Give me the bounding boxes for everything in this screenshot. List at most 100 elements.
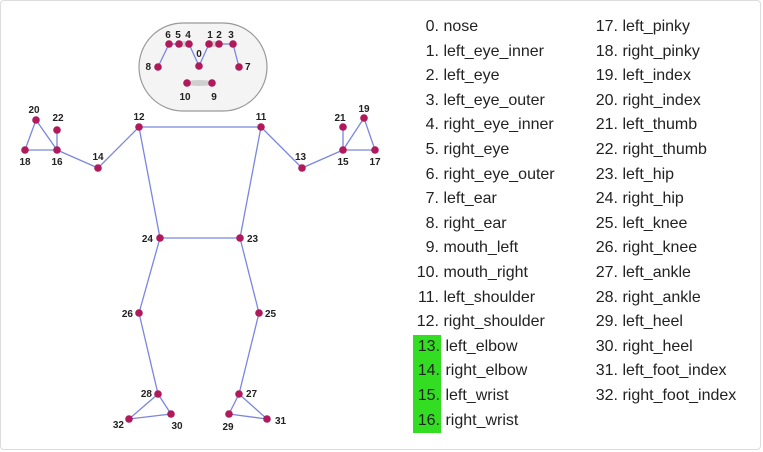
legend-item-right-knee: 26. right_knee [592,236,736,261]
legend-name: nose [439,18,479,35]
legend-item-left-knee: 25. left_knee [592,212,736,237]
legend-number: 30. [595,337,618,355]
joint-right-heel [167,410,175,418]
joint-mouth-right [183,79,191,87]
connection-24-26 [138,237,161,314]
legend-number: 10. [416,263,439,281]
legend-item-left-eye-inner: 1. left_eye_inner [413,40,555,65]
legend-item-left-eye: 2. left_eye [413,64,555,89]
joint-label-8: 8 [145,62,151,73]
joint-right-eye-outer [165,40,173,48]
connection-11-13 [260,126,303,169]
joint-right-ankle [154,390,162,398]
legend-item-right-eye: 5. right_eye [413,138,555,163]
legend-name: right_ear [439,214,507,232]
joint-label-14: 14 [92,152,104,163]
landmark-legend-left: 0. nose 1. left_eye_inner 2. left_eye 3. le… [413,15,555,434]
joint-label-12: 12 [133,112,145,123]
joint-left-ankle [235,390,243,398]
legend-number: 32. [595,386,618,404]
joint-label-21: 21 [334,113,346,124]
legend-name: left_index [618,67,691,85]
joint-left-ear [235,63,243,71]
legend-item-right-elbow: 14. right_elbow [413,359,555,384]
joint-left-knee [255,309,263,317]
joint-label-15: 15 [337,157,349,168]
legend-item-right-eye-outer: 6. right_eye_outer [413,163,555,188]
legend-number: 21. [595,116,618,134]
landmark-legend-right: 17. left_pinky 18. right_pinky 19. left_in… [592,15,737,409]
legend-number: 7. [425,190,439,208]
legend-name: left_foot_index [618,362,727,380]
legend-number: 14. [413,359,441,384]
joint-label-18: 18 [19,157,31,168]
connection-27-31 [238,393,268,420]
legend-number: 26. [595,239,618,257]
joint-right-eye [175,40,183,48]
joint-left-shoulder [257,123,265,131]
legend-name: right_wrist [441,411,519,429]
skeleton-joints [21,40,379,423]
legend-item-left-hip: 23. left_hip [592,163,736,188]
joint-label-5: 5 [175,30,181,41]
legend-name: left_ankle [618,263,691,281]
connection-18-20 [24,119,37,151]
legend-number: 2. [425,67,439,85]
connection-14-16 [56,149,99,169]
legend-number: 29. [595,313,618,331]
legend-number: 23. [595,165,618,183]
joint-label-32: 32 [113,420,125,431]
legend-name: right_eye [439,140,510,158]
legend-name: right_shoulder [439,313,545,331]
joint-label-31: 31 [275,416,287,427]
joint-label-30: 30 [171,421,183,432]
joint-right-hip [156,234,164,242]
legend-item-right-ankle: 28. right_ankle [592,286,736,311]
joint-right-knee [135,309,143,317]
connection-28-32 [128,393,159,420]
joint-label-2: 2 [216,30,222,41]
legend-item-right-foot-index: 32. right_foot_index [592,384,737,409]
legend-item-right-index: 20. right_index [592,89,736,114]
legend-name: right_pinky [618,42,700,60]
legend-name: left_heel [618,313,683,331]
legend-item-left-shoulder: 11. left_shoulder [413,286,555,311]
legend-name: right_eye_inner [439,116,554,134]
joint-label-29: 29 [222,422,234,433]
legend-number: 8. [425,214,439,232]
connection-29-31 [228,413,268,420]
joint-label-27: 27 [246,389,258,400]
joint-left-hip [236,234,244,242]
legend-name: left_eye [439,67,500,85]
feature-oval-9-10 [185,80,214,86]
legend-name: left_eye_outer [439,91,545,109]
joint-label-22: 22 [52,113,64,124]
legend-name: left_ear [439,190,497,208]
joint-label-19: 19 [358,104,370,115]
joint-right-shoulder [135,123,143,131]
joint-right-foot-index [125,415,133,423]
legend-number: 20. [595,91,618,109]
joint-left-foot-index [263,415,271,423]
legend-number: 0. [425,18,439,35]
legend-name: right_foot_index [618,386,737,404]
connection-23-25 [239,237,260,314]
legend-name: right_elbow [441,362,528,380]
legend-item-left-wrist: 15. left_wrist [413,383,555,409]
legend-name: right_eye_outer [439,165,555,183]
joint-right-wrist [53,146,61,154]
joint-left-wrist [339,146,347,154]
connection-12-24 [138,126,161,239]
connection-6-8 [157,43,170,68]
connection-11-23 [239,126,262,239]
connection-12-14 [97,126,140,169]
joint-label-23: 23 [247,234,259,245]
connection-0-4 [188,43,200,67]
legend-name: left_knee [618,214,688,232]
legend-item-right-thumb: 22. right_thumb [592,138,736,163]
joint-left-eye-outer [229,40,237,48]
legend-item-left-index: 19. left_index [592,64,736,89]
connection-25-27 [238,312,260,395]
legend-number: 15. [413,383,441,409]
legend-number: 18. [595,42,618,60]
